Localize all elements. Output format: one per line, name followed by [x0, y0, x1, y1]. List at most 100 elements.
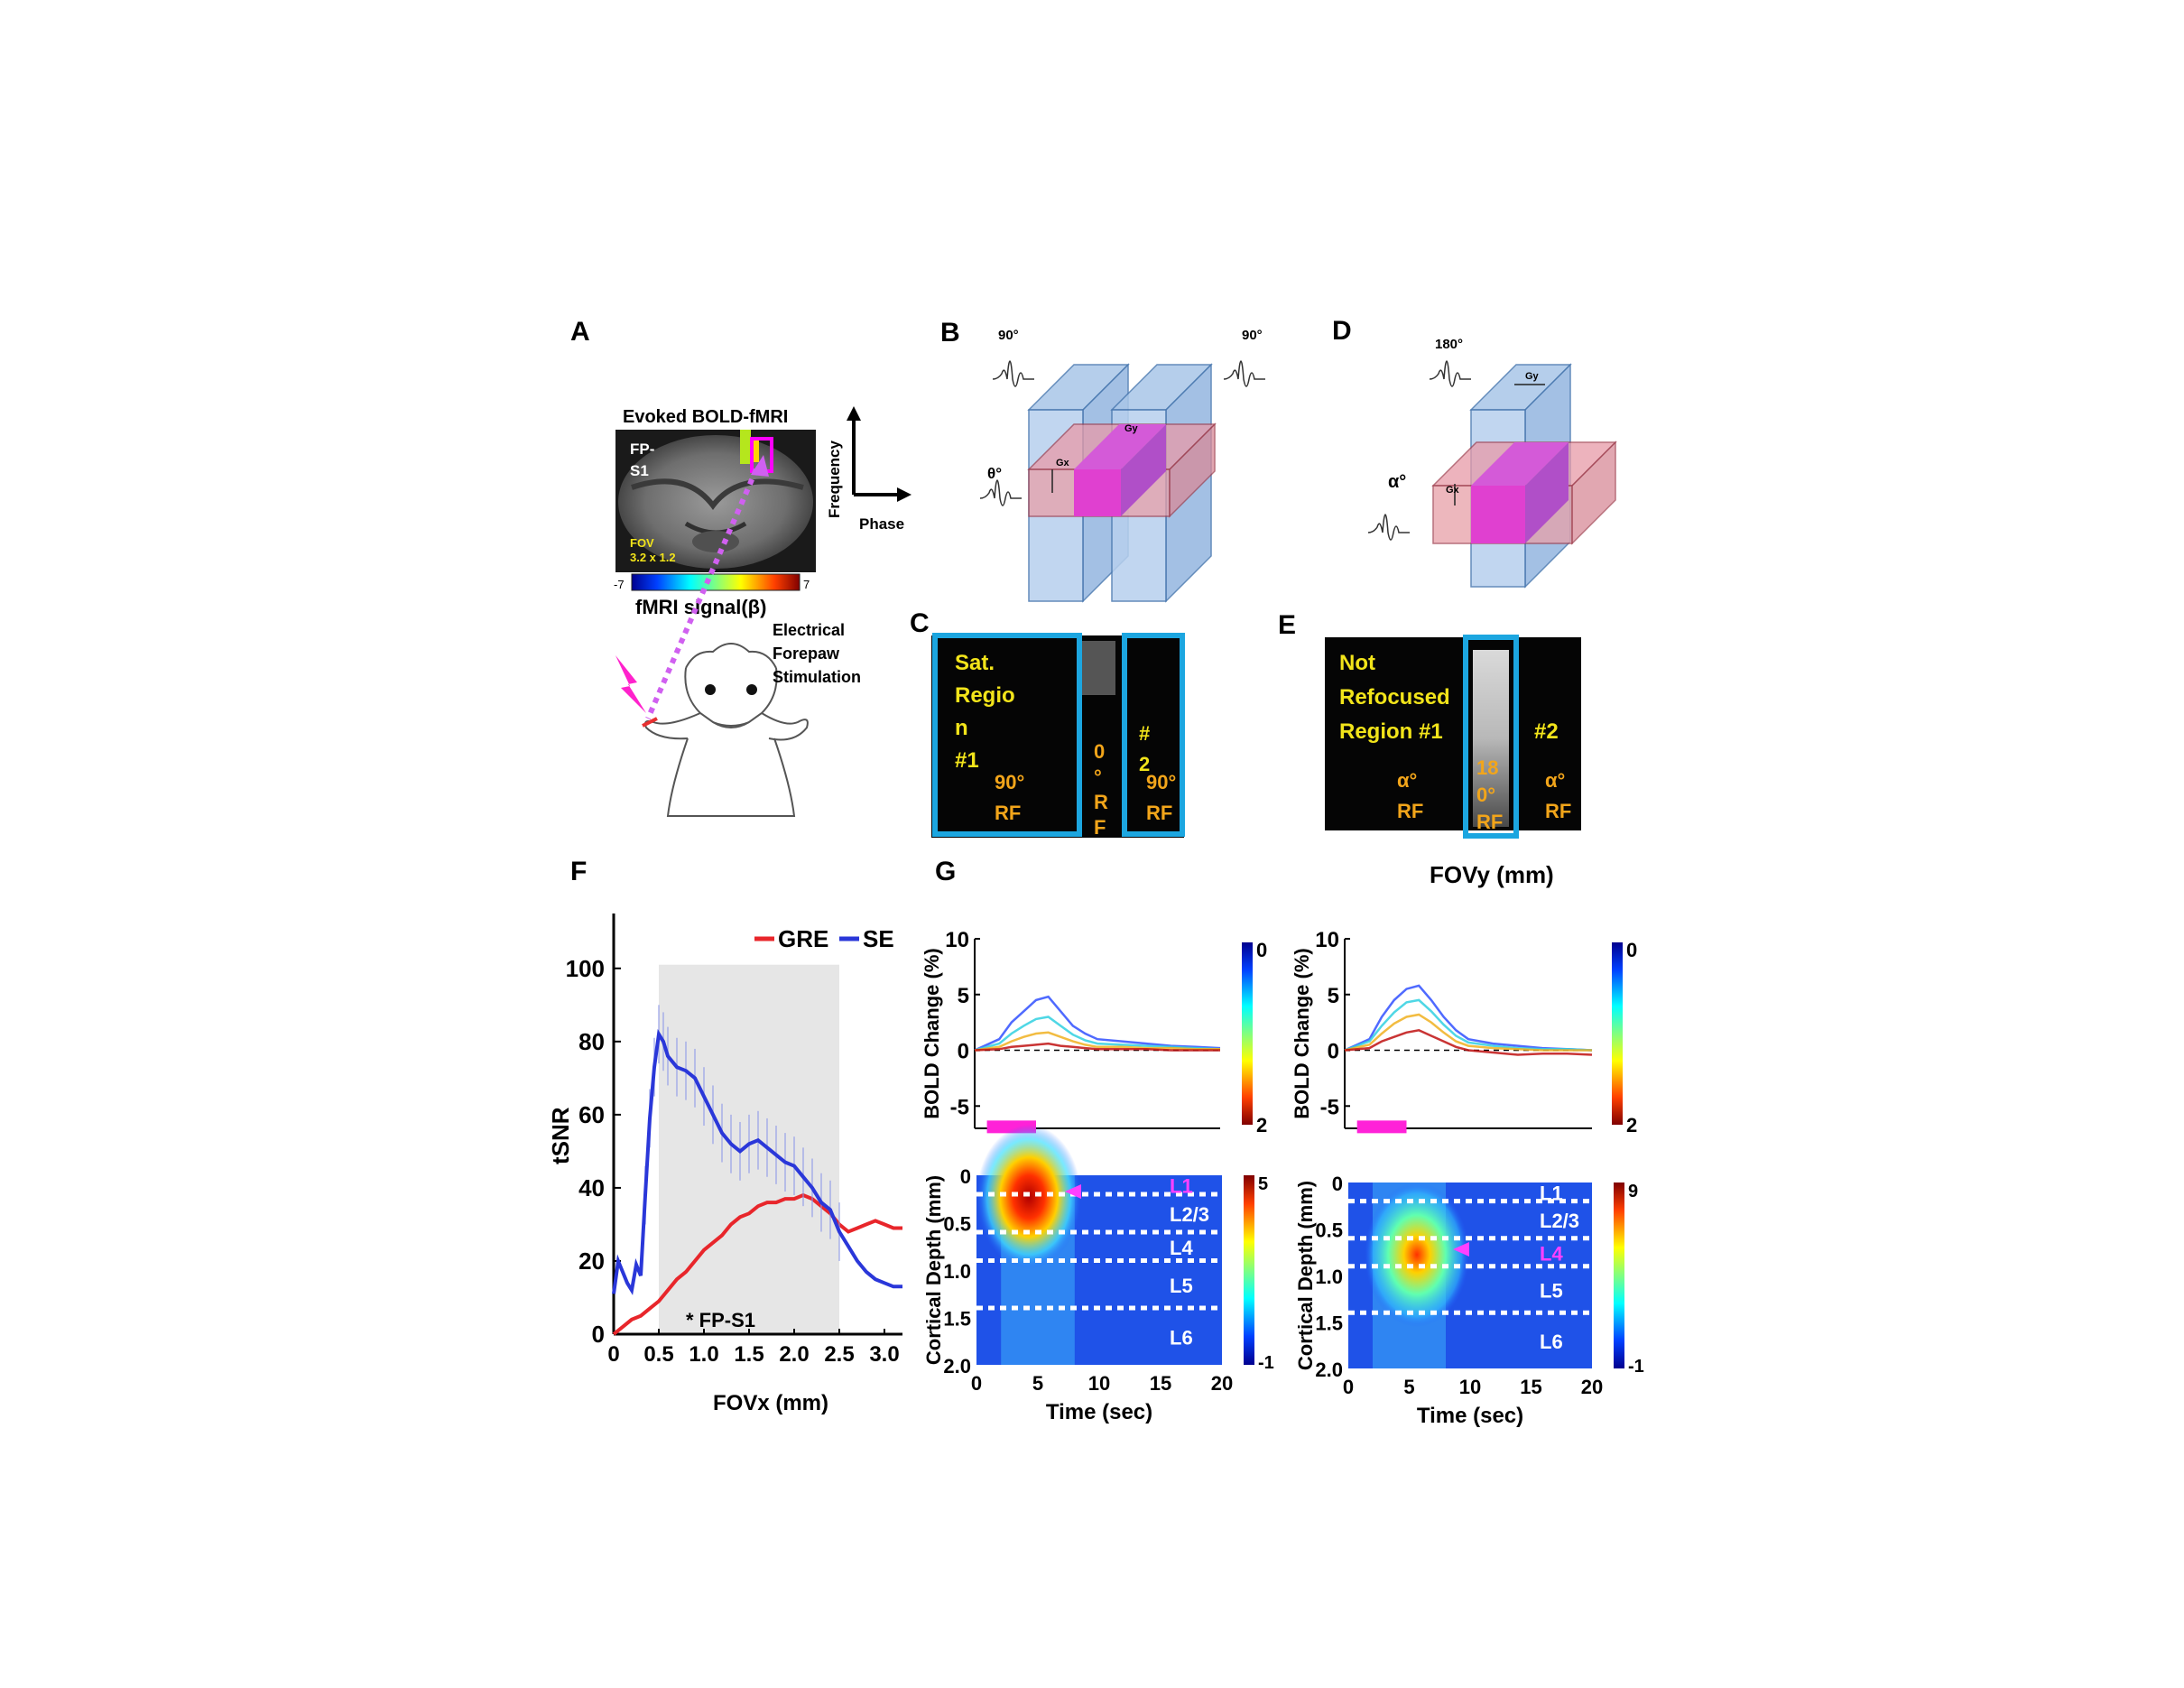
colorbar-min-label: -7: [614, 578, 625, 591]
y-tick-label: 5: [958, 984, 969, 1008]
bold-change-axis-label: BOLD Change (%): [1291, 948, 1313, 1118]
layer-label: L2/3: [1170, 1203, 1209, 1226]
rf-label-left: 90°: [998, 328, 1019, 343]
rf-pulse-icon-alpha: [1367, 514, 1410, 541]
x-tick-label: 0.5: [643, 1342, 673, 1367]
y-tick-label: 0: [960, 1165, 971, 1188]
colorbar-top-label: 0: [1626, 939, 1637, 961]
rf-pulse-icon-theta: [979, 479, 1022, 506]
colorbar-bottom-label: -1: [1628, 1357, 1644, 1377]
x-tick-label: 0: [971, 1372, 982, 1395]
x-tick-label: 1.5: [734, 1342, 763, 1367]
peak-arrow-icon: [1453, 1242, 1469, 1257]
y-tick-label: 0: [1328, 1040, 1339, 1064]
panel-a: Evoked BOLD-fMRI FP-S1 FOV 3.2 x 1.2 Freq…: [614, 406, 912, 817]
bold-change-axis-label: BOLD Change (%): [921, 948, 943, 1118]
fp-s1-annotation: * FP-S1: [686, 1309, 755, 1331]
cortical-depth-axis-label: Cortical Depth (mm): [922, 1175, 945, 1365]
y-tick-label: 80: [578, 1028, 605, 1055]
bold-trace: [974, 1016, 1221, 1052]
panel-a-title: Evoked BOLD-fMRI: [623, 407, 788, 427]
stimulus-bar: [1356, 1120, 1407, 1134]
alpha-rf-right-label: α° RF: [1545, 769, 1571, 822]
panel-label-b: B: [940, 318, 960, 348]
heatmap-peak: [1365, 1183, 1469, 1327]
panel-label-c: C: [910, 608, 930, 638]
panel-d: 180° α° Gx Gy: [1367, 337, 1617, 589]
y-tick-label: -5: [1320, 1095, 1339, 1119]
x-tick-label: 10: [1088, 1372, 1110, 1395]
panel-e-image: [1325, 637, 1581, 830]
heatmap-peak: [976, 1125, 1081, 1269]
y-tick-label: 60: [578, 1101, 605, 1128]
fovx-axis-label: FOVx (mm): [713, 1391, 828, 1415]
rf-pulse-icon-left: [992, 360, 1034, 387]
y-tick-label: 0: [1332, 1173, 1343, 1195]
colorbar-top-label: 0: [1256, 939, 1267, 961]
cortical-depth-axis-label: Cortical Depth (mm): [1294, 1181, 1317, 1370]
refocused-beam: [1473, 650, 1509, 827]
rf-pulse-icon-180: [1429, 360, 1471, 387]
y-tick-label: 5: [1328, 984, 1339, 1008]
sat-region-2-box: [1122, 633, 1185, 837]
panel-c: Sat. Regio n #1 90° RF 0 ° R F #2 90° RF: [931, 633, 1185, 839]
series-line-gre: [612, 1192, 902, 1336]
colorbar-top-label: 9: [1628, 1182, 1638, 1201]
colorbar-bottom-label: -1: [1258, 1353, 1274, 1373]
rf-label-180: 180°: [1435, 337, 1463, 352]
refocus-region-box: [1463, 635, 1519, 839]
layer-label: L5: [1540, 1279, 1563, 1302]
bold-trace: [974, 1031, 1220, 1052]
bold-trace: [974, 995, 1221, 1052]
y-tick-label: 2.0: [943, 1355, 971, 1377]
panel-label-f: F: [570, 857, 587, 886]
colorbar-max-label: 7: [803, 578, 810, 591]
bold-trace: [1344, 1013, 1592, 1052]
center-rf-label: 0 ° R F: [1094, 740, 1108, 839]
y-tick-label: 0: [958, 1040, 969, 1064]
y-tick-label: 1.5: [1315, 1312, 1343, 1335]
x-tick-label: 5: [1032, 1372, 1043, 1395]
lightning-icon: [615, 655, 646, 713]
layer-label: L1: [1170, 1175, 1193, 1198]
y-tick-label: 10: [1315, 928, 1339, 952]
rf-label-right: 90°: [1242, 328, 1263, 343]
axis-frequency-label: Frequency: [826, 440, 843, 518]
layer-label: L1: [1540, 1182, 1563, 1204]
tsnr-axis-label: tSNR: [547, 1107, 574, 1164]
gradient-x-label: Gx: [1056, 458, 1070, 468]
layer-label: L2/3: [1540, 1210, 1579, 1232]
panel-b: 90° 90° θ°: [979, 328, 1265, 603]
time-colorbar: [1612, 942, 1623, 1125]
x-tick-label: 20: [1581, 1376, 1603, 1398]
alpha-rf-left-label: α° RF: [1397, 769, 1423, 822]
x-tick-label: 2.0: [779, 1342, 809, 1367]
y-tick-label: 10: [945, 928, 969, 952]
y-tick-label: 0.5: [1315, 1220, 1343, 1242]
layer-label: L6: [1170, 1327, 1193, 1349]
time-axis-label: Time (sec): [1046, 1400, 1152, 1424]
series-line-se: [612, 1028, 902, 1295]
fmri-colorbar: [631, 573, 800, 591]
imaging-volume-d: [1471, 442, 1569, 543]
bold-trace: [1344, 984, 1593, 1052]
stimulation-label: Electrical Forepaw Stimulation: [773, 621, 861, 686]
sat-region-1-label: Sat. Regio n #1: [955, 651, 1015, 773]
region-label-text: FP-S1: [630, 441, 654, 479]
y-tick-label: 40: [578, 1174, 605, 1201]
x-tick-label: 1.0: [689, 1342, 718, 1367]
bold-change-chart-left: -5 0 5 10 0 2 BOLD Change (%): [921, 928, 1267, 1136]
panel-label-a: A: [570, 317, 590, 347]
y-tick-label: 0.5: [943, 1213, 971, 1236]
colorbar-bottom-label: 2: [1626, 1114, 1637, 1136]
imaging-volume: [1074, 424, 1166, 516]
y-tick-label: 1.0: [1315, 1266, 1343, 1288]
legend-label-gre: GRE: [778, 925, 828, 952]
x-tick-label: 5: [1403, 1376, 1414, 1398]
gradient-y-label: Gy: [1124, 423, 1139, 434]
x-tick-label: 20: [1211, 1372, 1233, 1395]
rf-left-label: 90° RF: [995, 771, 1024, 824]
y-tick-label: 1.0: [943, 1260, 971, 1283]
